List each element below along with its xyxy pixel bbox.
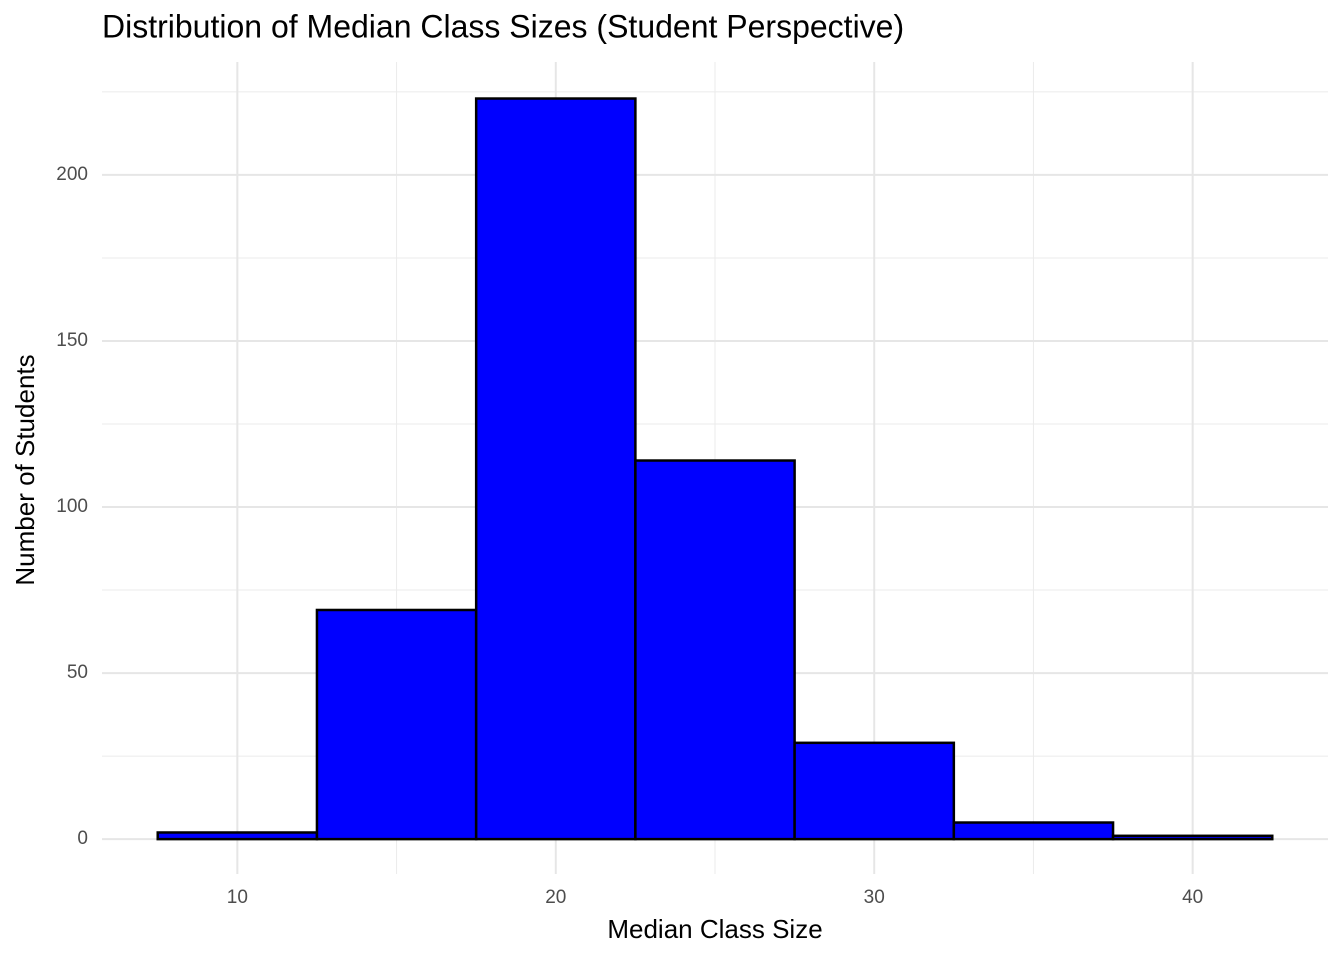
- bar: [474, 97, 637, 841]
- bar: [793, 741, 956, 841]
- bar: [952, 821, 1115, 841]
- x-tick-label: 30: [864, 887, 885, 908]
- x-tick-label: 10: [227, 887, 248, 908]
- x-tick-label: 40: [1182, 887, 1203, 908]
- y-tick-label: 200: [56, 164, 88, 185]
- bar: [315, 608, 478, 841]
- y-tick-label: 100: [56, 496, 88, 517]
- y-tick-label: 0: [77, 828, 88, 849]
- bar: [156, 831, 319, 841]
- y-tick-label: 150: [56, 330, 88, 351]
- y-tick-label: 50: [67, 662, 88, 683]
- chart-title: Distribution of Median Class Sizes (Stud…: [102, 8, 904, 44]
- x-tick-label: 20: [545, 887, 566, 908]
- y-axis-title: Number of Students: [10, 354, 40, 585]
- x-axis-title: Median Class Size: [607, 914, 822, 944]
- bar: [634, 459, 796, 841]
- bar: [1111, 834, 1274, 841]
